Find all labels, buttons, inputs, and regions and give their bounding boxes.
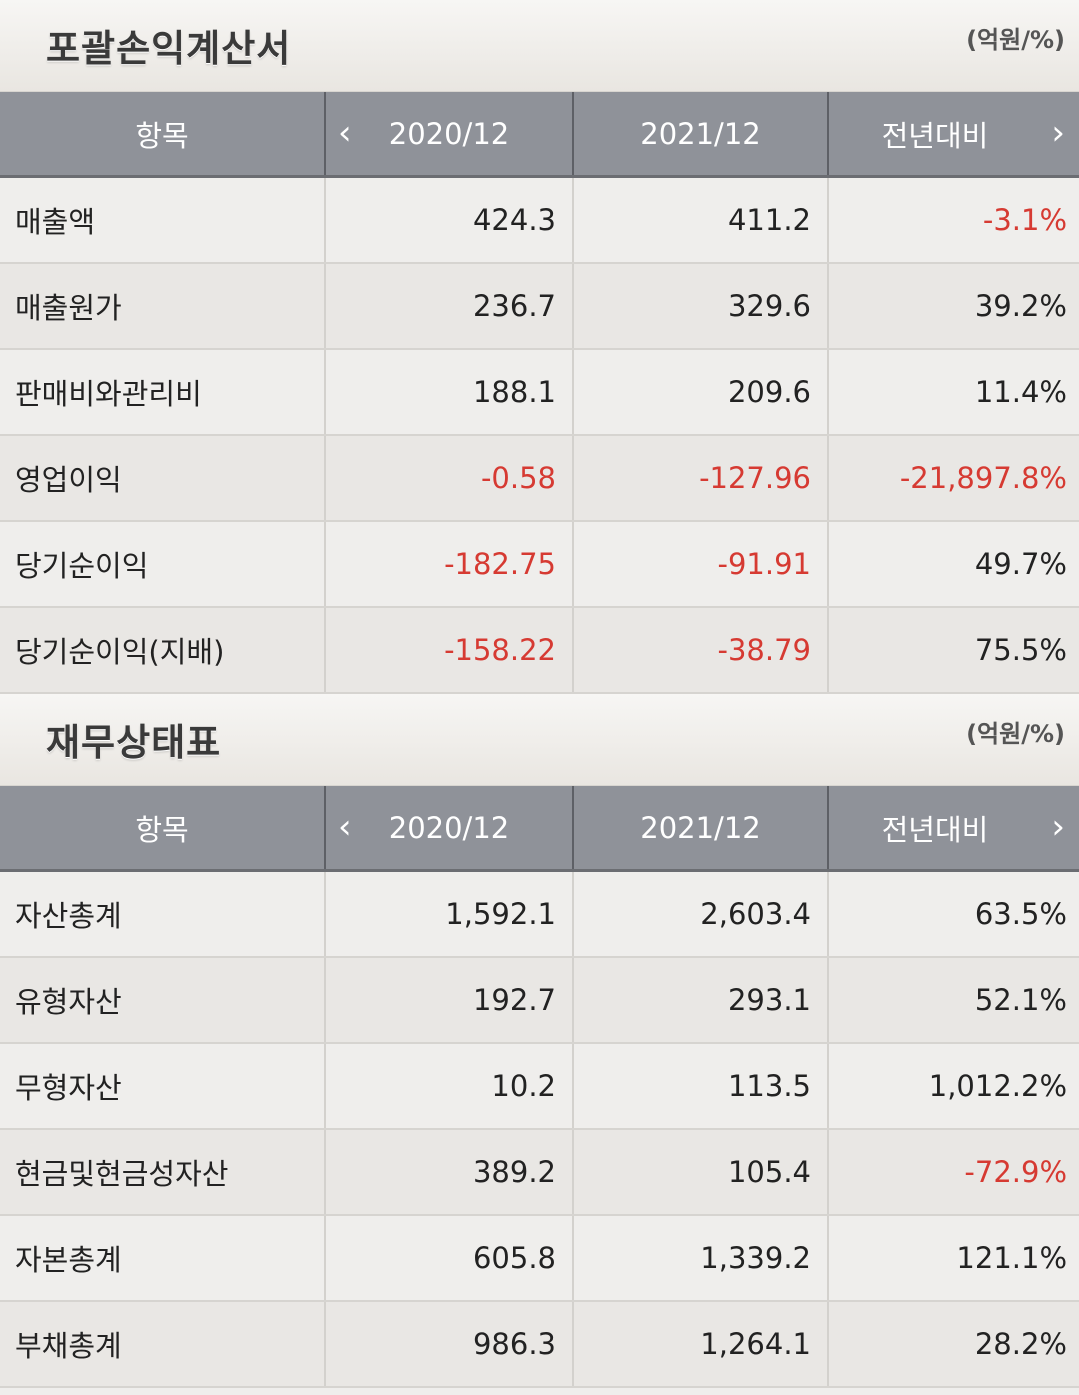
value-2021: 1,339.2	[572, 1215, 828, 1302]
value-2020: 188.1	[324, 349, 573, 436]
table-row: 영업이익 -0.58 -127.96 -21,897.8%	[0, 435, 1079, 522]
value-2020: 236.7	[324, 263, 573, 350]
table-row: 당기순이익(지배) -158.22 -38.79 75.5%	[0, 607, 1079, 694]
value-2021: 209.6	[572, 349, 828, 436]
balance-rows: 자산총계 1,592.1 2,603.4 63.5% 유형자산 192.7 293.1 52.…	[0, 870, 1079, 1388]
header-yoy: 전년대비 ›	[827, 786, 1079, 872]
chevron-right-icon[interactable]: ›	[1051, 112, 1065, 153]
table-row: 매출원가 236.7 329.6 39.2%	[0, 263, 1079, 350]
balance-table: 항목 ‹ 2020/12 2021/12 전년대비 › 자산총계 1,592.1 2…	[0, 786, 1079, 1388]
income-section-header: 포괄손익계산서 (억원/%)	[0, 0, 1079, 92]
row-label: 유형자산	[0, 957, 325, 1044]
balance-unit: (억원/%)	[966, 720, 1065, 748]
value-2021: -91.91	[572, 521, 828, 608]
value-yoy: 121.1%	[827, 1215, 1079, 1302]
header-item: 항목	[0, 786, 325, 872]
value-2020: -0.58	[324, 435, 573, 522]
row-label: 자산총계	[0, 870, 325, 958]
row-label: 부채총계	[0, 1301, 325, 1388]
value-2021: -38.79	[572, 607, 828, 694]
table-row: 매출액 424.3 411.2 -3.1%	[0, 176, 1079, 264]
chevron-right-icon[interactable]: ›	[1051, 806, 1065, 847]
row-label: 판매비와관리비	[0, 349, 325, 436]
value-2021: 113.5	[572, 1043, 828, 1130]
balance-section-header: 재무상태표 (억원/%)	[0, 694, 1079, 786]
value-2020: 389.2	[324, 1129, 573, 1216]
value-2020: -182.75	[324, 521, 573, 608]
income-rows: 매출액 424.3 411.2 -3.1% 매출원가 236.7 329.6 39.2% 판매비…	[0, 176, 1079, 694]
value-2020: -158.22	[324, 607, 573, 694]
row-label: 자본총계	[0, 1215, 325, 1302]
value-yoy: -72.9%	[827, 1129, 1079, 1216]
value-2021: 411.2	[572, 176, 828, 264]
header-2020-label: 2020/12	[388, 810, 510, 845]
value-2021: 329.6	[572, 263, 828, 350]
header-2020-label: 2020/12	[388, 116, 510, 151]
value-2020: 605.8	[324, 1215, 573, 1302]
income-unit: (억원/%)	[966, 26, 1065, 54]
chevron-left-icon[interactable]: ‹	[338, 806, 352, 847]
value-yoy: 49.7%	[827, 521, 1079, 608]
header-2021: 2021/12	[572, 92, 828, 178]
header-item: 항목	[0, 92, 325, 178]
value-yoy: 75.5%	[827, 607, 1079, 694]
income-table: 항목 ‹ 2020/12 2021/12 전년대비 › 매출액 424.3 411.…	[0, 92, 1079, 694]
header-yoy-label: 전년대비	[881, 812, 989, 847]
value-yoy: 28.2%	[827, 1301, 1079, 1388]
value-yoy: 52.1%	[827, 957, 1079, 1044]
value-2020: 1,592.1	[324, 870, 573, 958]
header-yoy-label: 전년대비	[881, 118, 989, 153]
value-yoy: -3.1%	[827, 176, 1079, 264]
value-2020: 986.3	[324, 1301, 573, 1388]
balance-title: 재무상태표	[46, 721, 222, 764]
value-2021: 293.1	[572, 957, 828, 1044]
table-row: 부채총계 986.3 1,264.1 28.2%	[0, 1301, 1079, 1388]
value-yoy: 39.2%	[827, 263, 1079, 350]
value-2021: 1,264.1	[572, 1301, 828, 1388]
chevron-left-icon[interactable]: ‹	[338, 112, 352, 153]
value-2021: 2,603.4	[572, 870, 828, 958]
table-row: 무형자산 10.2 113.5 1,012.2%	[0, 1043, 1079, 1130]
value-yoy: 1,012.2%	[827, 1043, 1079, 1130]
header-2021: 2021/12	[572, 786, 828, 872]
value-2021: 105.4	[572, 1129, 828, 1216]
row-label: 현금및현금성자산	[0, 1129, 325, 1216]
table-row: 현금및현금성자산 389.2 105.4 -72.9%	[0, 1129, 1079, 1216]
value-2020: 10.2	[324, 1043, 573, 1130]
value-yoy: 11.4%	[827, 349, 1079, 436]
row-label: 매출액	[0, 176, 325, 264]
income-title: 포괄손익계산서	[46, 27, 292, 70]
value-yoy: -21,897.8%	[827, 435, 1079, 522]
table-row: 유형자산 192.7 293.1 52.1%	[0, 957, 1079, 1044]
row-label: 당기순이익(지배)	[0, 607, 325, 694]
row-label: 영업이익	[0, 435, 325, 522]
row-label: 매출원가	[0, 263, 325, 350]
value-2020: 424.3	[324, 176, 573, 264]
table-row: 당기순이익 -182.75 -91.91 49.7%	[0, 521, 1079, 608]
header-2020: ‹ 2020/12	[324, 786, 573, 872]
header-2020: ‹ 2020/12	[324, 92, 573, 178]
value-2020: 192.7	[324, 957, 573, 1044]
row-label: 무형자산	[0, 1043, 325, 1130]
header-yoy: 전년대비 ›	[827, 92, 1079, 178]
value-2021: -127.96	[572, 435, 828, 522]
table-row: 판매비와관리비 188.1 209.6 11.4%	[0, 349, 1079, 436]
row-label: 당기순이익	[0, 521, 325, 608]
table-row: 자산총계 1,592.1 2,603.4 63.5%	[0, 870, 1079, 958]
table-row: 자본총계 605.8 1,339.2 121.1%	[0, 1215, 1079, 1302]
value-yoy: 63.5%	[827, 870, 1079, 958]
